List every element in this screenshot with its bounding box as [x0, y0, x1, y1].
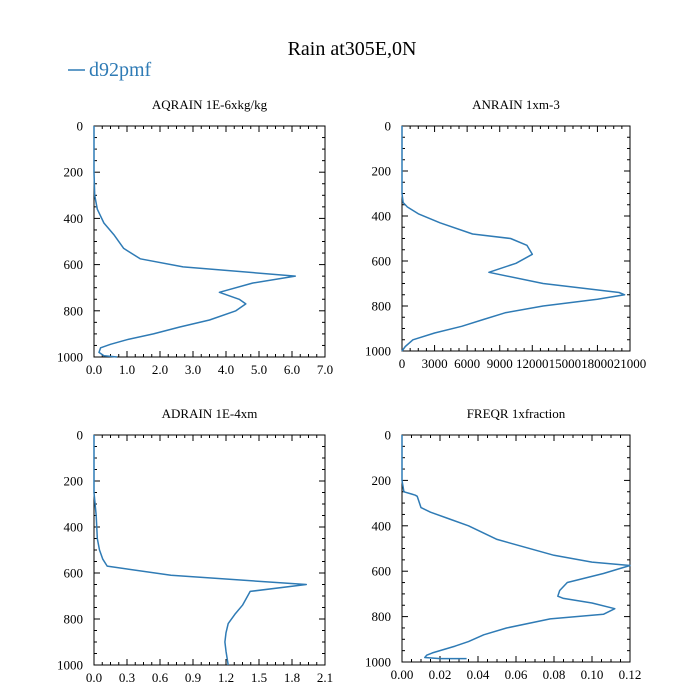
x-tick-label: 9000	[487, 356, 513, 371]
y-tick-label: 800	[372, 609, 392, 624]
y-tick-label: 200	[372, 473, 392, 488]
x-tick-label: 3.0	[185, 362, 201, 377]
x-tick-label: 1.0	[119, 362, 135, 377]
figure-title: Rain at305E,0N	[288, 38, 417, 60]
x-tick-label: 0.00	[391, 667, 414, 682]
y-tick-label: 1000	[57, 350, 83, 365]
x-tick-label: 0.02	[429, 667, 452, 682]
x-tick-label: 0.0	[86, 670, 102, 685]
y-tick-label: 200	[64, 165, 84, 180]
x-tick-label: 0.10	[581, 667, 604, 682]
y-tick-label: 400	[372, 209, 392, 224]
y-tick-label: 0	[77, 119, 84, 134]
plot-frame	[401, 434, 631, 663]
legend: d92pmf	[68, 59, 152, 81]
y-tick-label: 200	[64, 474, 84, 489]
y-tick-label: 200	[372, 164, 392, 179]
x-tick-label: 2.1	[317, 670, 333, 685]
y-tick-label: 800	[372, 299, 392, 314]
x-tick-label: 0.9	[185, 670, 201, 685]
series-line-d92pmf	[93, 126, 297, 358]
y-tick-label: 400	[64, 520, 84, 535]
x-tick-label: 0.6	[152, 670, 169, 685]
y-tick-label: 0	[385, 428, 392, 443]
x-tick-label: 2.0	[152, 362, 168, 377]
x-tick-label: 1.8	[284, 670, 300, 685]
x-tick-label: 6.0	[284, 362, 300, 377]
x-tick-label: 6000	[454, 356, 480, 371]
panel-title: ANRAIN 1xm-3	[472, 97, 560, 112]
x-tick-label: 1.5	[251, 670, 267, 685]
y-tick-label: 0	[77, 428, 84, 443]
y-tick-label: 400	[372, 518, 392, 533]
x-tick-label: 0.3	[119, 670, 135, 685]
panel-anrain: ANRAIN 1xm-3 0 200 400 600 800 1000 0 3000 6000 90…	[365, 97, 646, 371]
panel-title: AQRAIN 1E-6xkg/kg	[152, 97, 268, 112]
plot-frame	[401, 125, 631, 352]
plot-frame	[93, 434, 326, 666]
x-tick-label: 0.08	[543, 667, 566, 682]
y-tick-label: 800	[64, 303, 84, 318]
x-tick-label: 0	[399, 356, 406, 371]
legend-label: d92pmf	[89, 59, 152, 81]
panel-title: ADRAIN 1E-4xm	[162, 406, 258, 421]
x-tick-label: 3000	[422, 356, 448, 371]
panel-title: FREQR 1xfraction	[467, 406, 566, 421]
x-tick-label: 0.04	[467, 667, 490, 682]
y-tick-label: 1000	[365, 655, 391, 670]
y-tick-label: 800	[64, 612, 84, 627]
x-tick-label: 15000	[549, 356, 582, 371]
series-line-d92pmf	[93, 435, 308, 666]
x-tick-label: 0.12	[619, 667, 642, 682]
x-tick-label: 0.0	[86, 362, 102, 377]
x-tick-label: 7.0	[317, 362, 333, 377]
y-tick-label: 400	[64, 211, 84, 226]
x-tick-label: 18000	[581, 356, 614, 371]
x-tick-label: 5.0	[251, 362, 267, 377]
y-tick-label: 600	[372, 564, 392, 579]
y-tick-label: 600	[372, 254, 392, 269]
x-tick-label: 12000	[516, 356, 549, 371]
x-tick-label: 1.2	[218, 670, 234, 685]
y-tick-label: 1000	[57, 658, 83, 673]
x-tick-label: 0.06	[505, 667, 528, 682]
series-line-d92pmf	[401, 435, 631, 660]
x-tick-label: 21000	[614, 356, 647, 371]
y-tick-label: 600	[64, 566, 84, 581]
y-tick-label: 600	[64, 257, 84, 272]
plot-frame	[93, 125, 326, 358]
x-tick-label: 4.0	[218, 362, 234, 377]
y-tick-label: 0	[385, 119, 392, 134]
y-tick-label: 1000	[365, 344, 391, 359]
series-line-d92pmf	[401, 126, 626, 352]
